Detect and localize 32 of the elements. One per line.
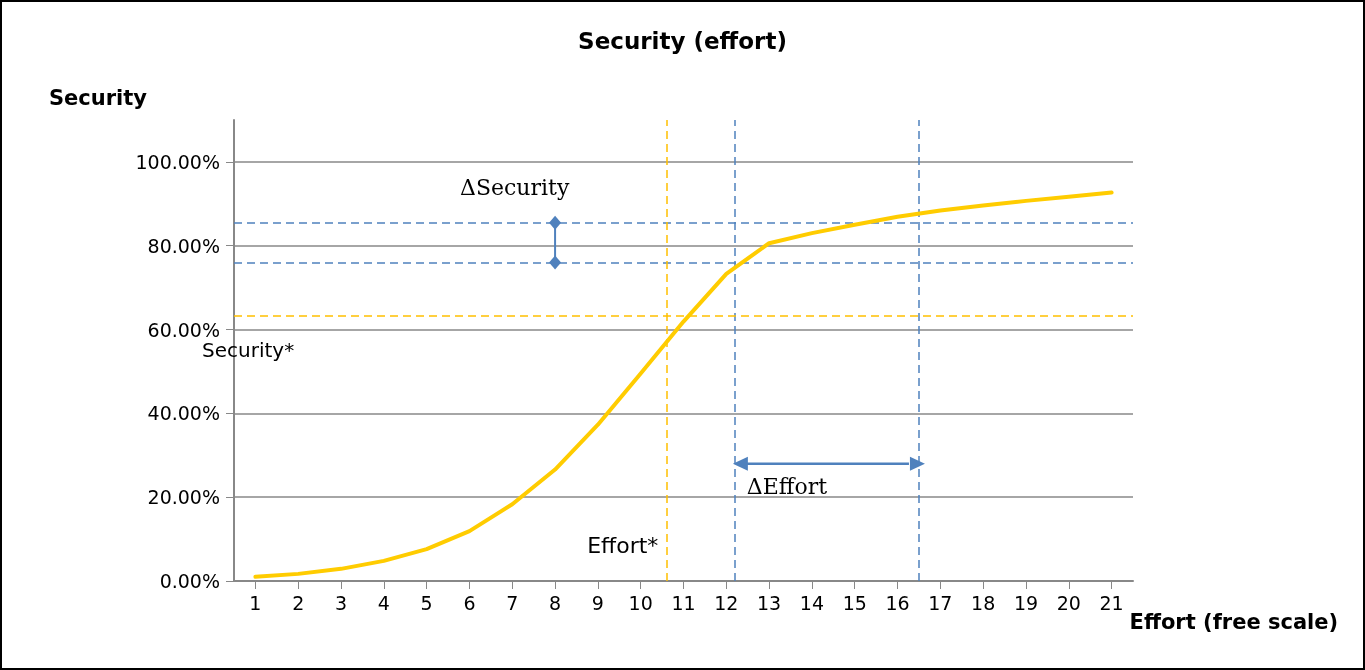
x-tick-label: 8: [549, 591, 562, 614]
chart-title: Security (effort): [578, 27, 787, 54]
x-tick-label: 6: [463, 591, 476, 614]
x-tick-label: 11: [671, 591, 696, 614]
x-tick-label: 9: [591, 591, 604, 614]
y-tick-label: 100.00%: [135, 150, 220, 173]
y-tick-label: 0.00%: [159, 570, 220, 592]
y-tick-label: 20.00%: [147, 486, 220, 509]
x-tick-label: 18: [971, 591, 996, 614]
x-tick-label: 14: [799, 591, 825, 614]
x-tick-label: 2: [292, 591, 305, 614]
annotation: ΔSecurity: [460, 174, 570, 200]
x-tick-label: 3: [334, 591, 348, 614]
x-axis-title: Effort (free scale): [1129, 609, 1339, 634]
x-tick-label: 13: [757, 591, 782, 614]
y-tick-label: 80.00%: [147, 234, 220, 257]
x-tick-label: 4: [377, 591, 390, 614]
y-axis-title: Security: [49, 85, 148, 110]
annotation: ΔEffort: [746, 473, 828, 499]
x-tick-label: 15: [842, 591, 867, 614]
x-tick-label: 21: [1099, 591, 1124, 614]
x-tick-label: 12: [714, 591, 739, 614]
x-tick-label: 7: [506, 591, 519, 614]
y-tick-label: 40.00%: [147, 402, 220, 425]
x-tick-label: 20: [1056, 591, 1081, 614]
x-tick-label: 1: [249, 591, 262, 614]
x-tick-label: 10: [628, 591, 653, 614]
ref-line-label: Effort*: [587, 533, 659, 558]
x-tick-label: 17: [928, 591, 953, 614]
x-tick-label: 5: [420, 591, 433, 614]
x-tick-label: 19: [1013, 591, 1039, 614]
x-tick-label: 16: [885, 591, 910, 614]
